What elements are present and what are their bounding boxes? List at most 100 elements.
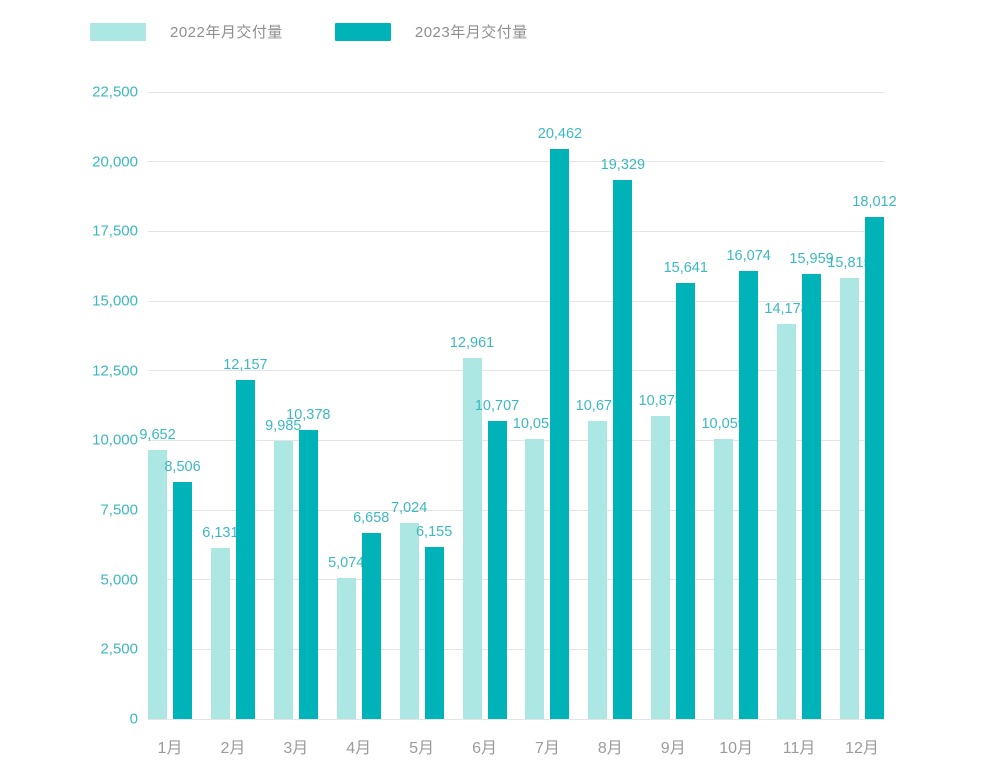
- bar-value-label: 15,815: [827, 255, 872, 271]
- bar-2022-1月[interactable]: 9,652: [139, 427, 176, 719]
- bar-group-6月: 12,961 10,707 6月: [450, 335, 519, 757]
- y-tick-label: 22,500: [92, 83, 138, 101]
- bar-2023-9月[interactable]: 15,641: [664, 260, 708, 719]
- gridline: [148, 648, 884, 650]
- bar-2022-2月[interactable]: 6,131: [202, 525, 239, 719]
- x-tick-label: 9月: [660, 740, 686, 757]
- gridline: [148, 579, 884, 581]
- y-axis-tick-labels: 22,500 20,000 17,500 15,000 12,500 10,000 7,50…: [0, 84, 148, 728]
- bar-group-3月: 9,985 10,378 3月: [265, 407, 330, 757]
- bar-group-1月: 9,652 8,506 1月: [139, 427, 201, 757]
- x-tick-label: 12月: [845, 740, 879, 757]
- bar-value-label: 14,178: [764, 301, 809, 317]
- legend-swatch: [334, 22, 391, 41]
- gridline: [148, 230, 884, 232]
- legend-item-2023[interactable]: 2023年月交付量: [334, 21, 528, 42]
- bar-value-label: 16,074: [726, 248, 771, 264]
- bar-2023-7月[interactable]: 20,462: [538, 126, 582, 719]
- x-tick-label: 3月: [283, 740, 309, 757]
- y-tick-label: 17,500: [92, 222, 138, 240]
- x-tick-label: 6月: [472, 740, 497, 757]
- bar-value-label: 9,652: [139, 427, 176, 443]
- x-tick-label: 10月: [719, 740, 754, 757]
- bar-2022-5月[interactable]: 7,024: [391, 500, 427, 719]
- y-tick-label: 0: [129, 710, 138, 728]
- y-tick-label: 12,500: [92, 362, 138, 380]
- chart-legend: 2022年月交付量 2023年月交付量: [90, 21, 528, 42]
- bar-value-label: 6,131: [202, 525, 239, 541]
- bar-value-label: 9,985: [265, 418, 302, 434]
- bar-2022-9月[interactable]: 10,878: [639, 393, 683, 719]
- gridline: [148, 370, 884, 372]
- legend-label: 2023年月交付量: [414, 24, 528, 41]
- gridline: [148, 718, 884, 720]
- x-tick-label: 4月: [346, 740, 372, 757]
- bar-2023-5月[interactable]: 6,155: [416, 524, 452, 719]
- y-tick-label: 7,500: [100, 501, 138, 519]
- bar-2022-3月[interactable]: 9,985: [265, 418, 301, 719]
- gridline: [148, 91, 884, 93]
- y-tick-label: 20,000: [92, 153, 138, 171]
- gridline: [148, 161, 884, 163]
- bar-2023-4月[interactable]: 6,658: [353, 510, 389, 719]
- bar-2022-11月[interactable]: 14,178: [764, 301, 809, 719]
- bar-value-label: 8,506: [164, 459, 201, 475]
- x-tick-label: 1月: [157, 740, 183, 757]
- bar-value-label: 18,012: [852, 194, 897, 210]
- gridline: [148, 439, 884, 441]
- bar-value-label: 5,074: [328, 555, 365, 571]
- legend-item-2022[interactable]: 2022年月交付量: [90, 21, 283, 42]
- bar-2023-6月[interactable]: 10,707: [475, 398, 519, 719]
- x-tick-label: 7月: [534, 740, 560, 757]
- x-tick-label: 5月: [409, 740, 435, 757]
- bar-group-9月: 10,878 15,641 9月: [639, 260, 708, 757]
- bar-group-11月: 14,178 15,959 11月: [764, 251, 834, 757]
- bar-group-5月: 7,024 6,155 5月: [391, 500, 452, 757]
- bar-2022-12月[interactable]: 15,815: [827, 255, 872, 719]
- x-tick-label: 11月: [782, 740, 816, 757]
- bar-value-label: 20,462: [537, 126, 583, 142]
- bar-value-label: 10,059: [701, 416, 746, 432]
- bar-2023-2月[interactable]: 12,157: [223, 357, 268, 719]
- bar-2022-10月[interactable]: 10,059: [701, 416, 746, 719]
- bar-2022-4月[interactable]: 5,074: [328, 555, 364, 719]
- bar-group-12月: 15,815 18,012 12月: [827, 194, 897, 757]
- bar-value-label: 10,378: [286, 407, 331, 423]
- legend-swatch: [90, 22, 146, 41]
- bar-2023-8月[interactable]: 19,329: [601, 157, 645, 719]
- bar-value-label: 10,707: [474, 398, 520, 414]
- bar-value-label: 15,959: [789, 251, 834, 267]
- bar-group-8月: 10,677 19,329 8月: [576, 157, 645, 757]
- bar-value-label: 15,641: [663, 260, 708, 276]
- y-tick-label: 5,000: [100, 571, 138, 589]
- bar-2023-3月[interactable]: 10,378: [286, 407, 330, 719]
- bar-value-label: 12,157: [223, 357, 268, 373]
- bar-2023-11月[interactable]: 15,959: [789, 251, 834, 719]
- bar-value-label: 6,155: [415, 524, 453, 540]
- bar-2023-10月[interactable]: 16,074: [726, 248, 771, 719]
- bar-group-2月: 6,131 12,157 2月: [202, 357, 268, 757]
- bar-2022-6月[interactable]: 12,961: [450, 335, 494, 719]
- bar-2022-7月[interactable]: 10,052: [513, 416, 557, 719]
- bar-group-4月: 5,074 6,658 4月: [328, 510, 389, 757]
- bar-group-10月: 10,059 16,074 10月: [701, 248, 771, 757]
- bar-value-label: 7,024: [390, 500, 428, 516]
- bar-value-label: 19,329: [600, 157, 646, 173]
- plot-area: 9,652 8,506 1月 6,131 12,157 2月 9,985 10,378 3月 5,…: [139, 91, 897, 757]
- x-tick-label: 8月: [597, 740, 623, 757]
- legend-label: 2022年月交付量: [170, 24, 283, 41]
- bar-2023-12月[interactable]: 18,012: [852, 194, 897, 719]
- y-tick-label: 15,000: [92, 292, 138, 310]
- y-tick-label: 2,500: [100, 640, 138, 658]
- bar-value-label: 12,961: [449, 335, 495, 351]
- bar-value-label: 10,052: [512, 416, 558, 432]
- x-tick-label: 2月: [220, 740, 246, 757]
- bar-value-label: 10,677: [575, 398, 621, 414]
- bar-groups: 9,652 8,506 1月 6,131 12,157 2月 9,985 10,378 3月 5,…: [139, 92, 897, 757]
- bar-2022-8月[interactable]: 10,677: [576, 398, 620, 719]
- bar-value-label: 6,658: [353, 510, 390, 526]
- bar-2023-1月[interactable]: 8,506: [164, 459, 201, 719]
- gridline: [148, 509, 884, 511]
- gridline: [148, 300, 884, 302]
